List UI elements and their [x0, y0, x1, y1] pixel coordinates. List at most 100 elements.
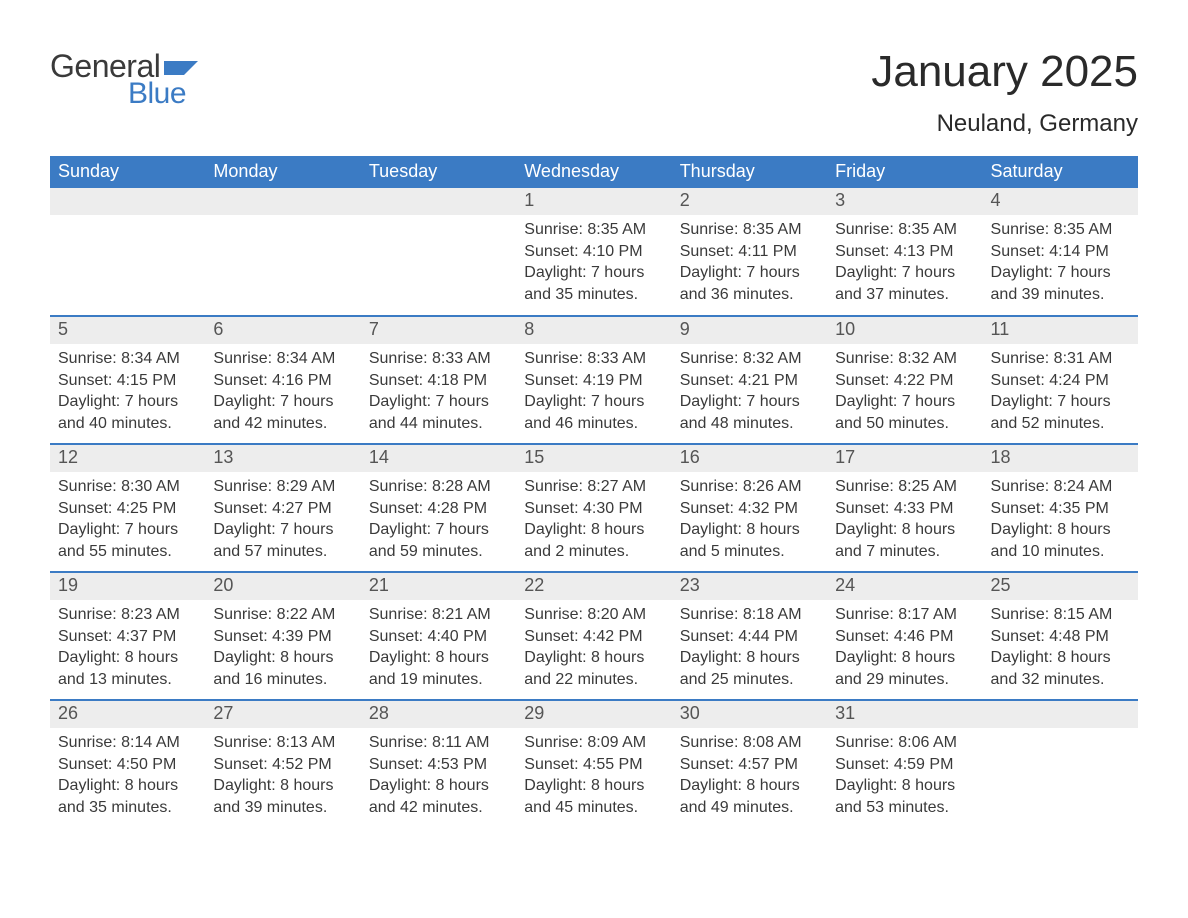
sunrise-text: Sunrise: 8:22 AM: [213, 604, 352, 626]
sunrise-text: Sunrise: 8:34 AM: [213, 348, 352, 370]
day-body: Sunrise: 8:35 AMSunset: 4:10 PMDaylight:…: [516, 215, 671, 309]
calendar-cell: 28Sunrise: 8:11 AMSunset: 4:53 PMDayligh…: [361, 700, 516, 828]
calendar-cell: 29Sunrise: 8:09 AMSunset: 4:55 PMDayligh…: [516, 700, 671, 828]
sunrise-text: Sunrise: 8:35 AM: [680, 219, 819, 241]
sunset-text: Sunset: 4:50 PM: [58, 754, 197, 776]
sunrise-text: Sunrise: 8:09 AM: [524, 732, 663, 754]
daylight-text-line2: and 19 minutes.: [369, 669, 508, 691]
sunrise-text: Sunrise: 8:34 AM: [58, 348, 197, 370]
calendar-week-row: 5Sunrise: 8:34 AMSunset: 4:15 PMDaylight…: [50, 316, 1138, 444]
day-body: Sunrise: 8:11 AMSunset: 4:53 PMDaylight:…: [361, 728, 516, 822]
day-number: 23: [672, 573, 827, 600]
day-number-empty: [361, 188, 516, 215]
daylight-text-line2: and 7 minutes.: [835, 541, 974, 563]
day-number-empty: [50, 188, 205, 215]
day-body: Sunrise: 8:28 AMSunset: 4:28 PMDaylight:…: [361, 472, 516, 566]
day-number: 31: [827, 701, 982, 728]
daylight-text-line1: Daylight: 7 hours: [58, 519, 197, 541]
sunrise-text: Sunrise: 8:13 AM: [213, 732, 352, 754]
sunset-text: Sunset: 4:44 PM: [680, 626, 819, 648]
weekday-header: Sunday: [50, 156, 205, 188]
sunset-text: Sunset: 4:37 PM: [58, 626, 197, 648]
calendar-cell: 5Sunrise: 8:34 AMSunset: 4:15 PMDaylight…: [50, 316, 205, 444]
sunrise-text: Sunrise: 8:35 AM: [524, 219, 663, 241]
day-body: Sunrise: 8:27 AMSunset: 4:30 PMDaylight:…: [516, 472, 671, 566]
daylight-text-line2: and 13 minutes.: [58, 669, 197, 691]
sunrise-text: Sunrise: 8:35 AM: [991, 219, 1130, 241]
day-number: 22: [516, 573, 671, 600]
day-number: 3: [827, 188, 982, 215]
daylight-text-line2: and 35 minutes.: [524, 284, 663, 306]
sunset-text: Sunset: 4:42 PM: [524, 626, 663, 648]
daylight-text-line2: and 52 minutes.: [991, 413, 1130, 435]
day-body: Sunrise: 8:35 AMSunset: 4:11 PMDaylight:…: [672, 215, 827, 309]
day-body: Sunrise: 8:34 AMSunset: 4:16 PMDaylight:…: [205, 344, 360, 438]
calendar-cell: 17Sunrise: 8:25 AMSunset: 4:33 PMDayligh…: [827, 444, 982, 572]
logo: General Blue: [50, 48, 198, 111]
day-number: 30: [672, 701, 827, 728]
daylight-text-line2: and 39 minutes.: [991, 284, 1130, 306]
daylight-text-line2: and 57 minutes.: [213, 541, 352, 563]
day-body: Sunrise: 8:29 AMSunset: 4:27 PMDaylight:…: [205, 472, 360, 566]
daylight-text-line1: Daylight: 8 hours: [991, 647, 1130, 669]
daylight-text-line1: Daylight: 7 hours: [680, 391, 819, 413]
sunset-text: Sunset: 4:59 PM: [835, 754, 974, 776]
calendar-week-row: 19Sunrise: 8:23 AMSunset: 4:37 PMDayligh…: [50, 572, 1138, 700]
day-number: 5: [50, 317, 205, 344]
sunrise-text: Sunrise: 8:32 AM: [835, 348, 974, 370]
day-body: Sunrise: 8:33 AMSunset: 4:18 PMDaylight:…: [361, 344, 516, 438]
calendar-cell: 23Sunrise: 8:18 AMSunset: 4:44 PMDayligh…: [672, 572, 827, 700]
day-body: Sunrise: 8:06 AMSunset: 4:59 PMDaylight:…: [827, 728, 982, 822]
sunset-text: Sunset: 4:11 PM: [680, 241, 819, 263]
sunrise-text: Sunrise: 8:27 AM: [524, 476, 663, 498]
day-body: Sunrise: 8:17 AMSunset: 4:46 PMDaylight:…: [827, 600, 982, 694]
sunset-text: Sunset: 4:39 PM: [213, 626, 352, 648]
daylight-text-line1: Daylight: 8 hours: [524, 519, 663, 541]
calendar-body: 1Sunrise: 8:35 AMSunset: 4:10 PMDaylight…: [50, 188, 1138, 828]
day-number: 26: [50, 701, 205, 728]
day-body: Sunrise: 8:08 AMSunset: 4:57 PMDaylight:…: [672, 728, 827, 822]
day-number: 15: [516, 445, 671, 472]
daylight-text-line1: Daylight: 7 hours: [213, 391, 352, 413]
daylight-text-line1: Daylight: 7 hours: [835, 391, 974, 413]
calendar-page: General Blue January 2025 Neuland, Germa…: [0, 0, 1188, 868]
day-body: Sunrise: 8:14 AMSunset: 4:50 PMDaylight:…: [50, 728, 205, 822]
day-number: 18: [983, 445, 1138, 472]
calendar-cell: [50, 188, 205, 316]
daylight-text-line1: Daylight: 8 hours: [680, 519, 819, 541]
daylight-text-line1: Daylight: 7 hours: [991, 391, 1130, 413]
calendar-cell: 25Sunrise: 8:15 AMSunset: 4:48 PMDayligh…: [983, 572, 1138, 700]
daylight-text-line2: and 53 minutes.: [835, 797, 974, 819]
day-body: Sunrise: 8:32 AMSunset: 4:22 PMDaylight:…: [827, 344, 982, 438]
calendar-cell: 6Sunrise: 8:34 AMSunset: 4:16 PMDaylight…: [205, 316, 360, 444]
daylight-text-line1: Daylight: 8 hours: [58, 775, 197, 797]
sunset-text: Sunset: 4:15 PM: [58, 370, 197, 392]
daylight-text-line2: and 25 minutes.: [680, 669, 819, 691]
daylight-text-line2: and 36 minutes.: [680, 284, 819, 306]
sunrise-text: Sunrise: 8:33 AM: [524, 348, 663, 370]
sunset-text: Sunset: 4:18 PM: [369, 370, 508, 392]
day-body: Sunrise: 8:09 AMSunset: 4:55 PMDaylight:…: [516, 728, 671, 822]
sunset-text: Sunset: 4:28 PM: [369, 498, 508, 520]
title-block: January 2025 Neuland, Germany: [871, 48, 1138, 138]
sunset-text: Sunset: 4:14 PM: [991, 241, 1130, 263]
day-number: 17: [827, 445, 982, 472]
calendar-cell: 19Sunrise: 8:23 AMSunset: 4:37 PMDayligh…: [50, 572, 205, 700]
calendar-cell: 13Sunrise: 8:29 AMSunset: 4:27 PMDayligh…: [205, 444, 360, 572]
sunset-text: Sunset: 4:21 PM: [680, 370, 819, 392]
calendar-cell: 18Sunrise: 8:24 AMSunset: 4:35 PMDayligh…: [983, 444, 1138, 572]
daylight-text-line1: Daylight: 8 hours: [58, 647, 197, 669]
daylight-text-line1: Daylight: 8 hours: [524, 775, 663, 797]
weekday-header: Saturday: [983, 156, 1138, 188]
daylight-text-line1: Daylight: 7 hours: [369, 391, 508, 413]
daylight-text-line2: and 49 minutes.: [680, 797, 819, 819]
daylight-text-line1: Daylight: 8 hours: [213, 647, 352, 669]
sunrise-text: Sunrise: 8:21 AM: [369, 604, 508, 626]
daylight-text-line1: Daylight: 8 hours: [835, 775, 974, 797]
day-number: 28: [361, 701, 516, 728]
calendar-cell: 26Sunrise: 8:14 AMSunset: 4:50 PMDayligh…: [50, 700, 205, 828]
sunset-text: Sunset: 4:22 PM: [835, 370, 974, 392]
sunrise-text: Sunrise: 8:18 AM: [680, 604, 819, 626]
weekday-header: Wednesday: [516, 156, 671, 188]
day-body: Sunrise: 8:35 AMSunset: 4:14 PMDaylight:…: [983, 215, 1138, 309]
